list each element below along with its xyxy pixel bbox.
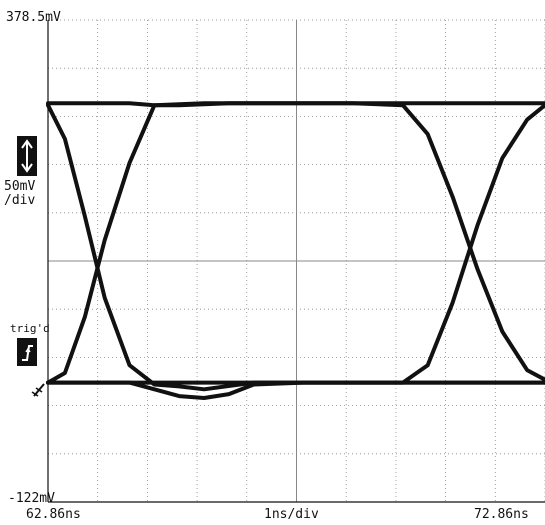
trigger-marker-icon[interactable] [17,338,37,366]
vertical-scale-arrow-icon[interactable] [17,136,37,176]
time-end-label: 72.86ns [474,507,529,522]
trigger-status-label: trig'd [10,322,50,335]
vertical-min-label: -122mV [8,491,55,506]
trace-group [46,101,545,400]
trigger-slope-icon [22,345,33,361]
up-down-arrow-icon [21,139,33,173]
graticule [47,19,545,503]
vertical-scale-label: 50mV /div [4,179,36,208]
trace-5 [46,103,545,385]
trace-3 [46,101,545,108]
ground-reference-icon [31,383,45,397]
time-start-label: 62.86ns [26,507,81,522]
time-scale-label: 1ns/div [264,507,319,522]
vertical-max-label: 378.5mV [6,10,61,25]
